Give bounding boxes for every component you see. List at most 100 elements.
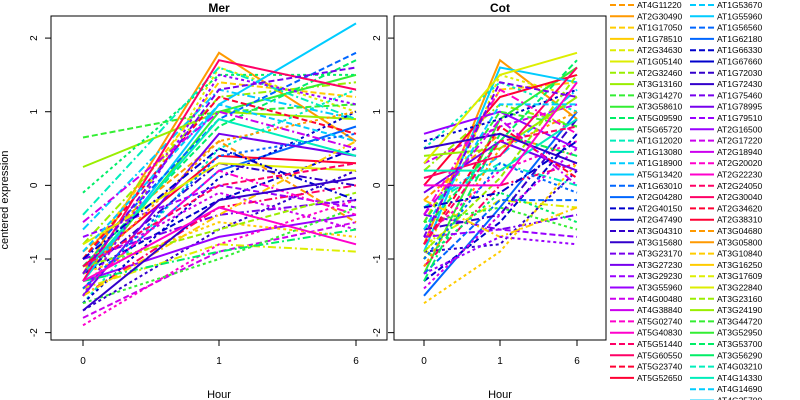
legend-label: AT1G67660 (717, 57, 762, 67)
series-line (82, 110, 357, 304)
y-tick-label: 1 (372, 109, 383, 115)
series-line (82, 162, 357, 268)
series-line (82, 66, 357, 297)
plot-frame (50, 15, 388, 341)
series-line (424, 118, 578, 172)
panel-cot: Cot -2 -1 0 1 2 0 1 6 Hour (372, 1, 607, 400)
series-line (423, 111, 578, 297)
x-tick-label: 6 (353, 356, 359, 367)
series-line (82, 66, 357, 216)
legend-label: AT2G17220 (717, 136, 762, 146)
series-line (423, 140, 578, 209)
legend-label: AT3G29230 (637, 271, 682, 281)
legend-label: AT1G13080 (637, 147, 682, 157)
legend-label: AT3G16250 (717, 260, 762, 270)
legend-label: AT2G30040 (717, 192, 762, 202)
x-tick-label: 1 (497, 356, 503, 367)
series-line (423, 74, 578, 253)
legend-label: AT5G65720 (637, 124, 682, 134)
series-line (82, 177, 357, 312)
legend-label: AT1G72430 (717, 79, 762, 89)
legend-label: AT5G40830 (637, 328, 682, 338)
legend-label: AT2G20020 (717, 158, 762, 168)
series-line (82, 132, 357, 297)
legend-label: AT3G14270 (637, 90, 682, 100)
legend-label: AT1G17050 (637, 23, 682, 33)
legend-label: AT2G47490 (637, 215, 682, 225)
legend-label: AT3G27230 (637, 260, 682, 270)
legend-label: AT2G38310 (717, 215, 762, 225)
legend-label: AT4G14690 (717, 384, 762, 394)
legend-label: AT3G56290 (717, 350, 762, 360)
legend-label: AT5G60550 (637, 350, 682, 360)
series-line (423, 59, 578, 231)
series-line (82, 169, 357, 290)
legend-label: AT3G58610 (637, 102, 682, 112)
series-line (82, 140, 357, 297)
legend-label: AT3G23170 (637, 249, 682, 259)
legend-label: AT4G38840 (637, 305, 682, 315)
series-line (82, 59, 357, 282)
series-line (423, 88, 578, 216)
series-line (423, 81, 578, 223)
legend-label: AT2G04280 (637, 192, 682, 202)
series-line (82, 147, 357, 260)
legend-label: AT2G16500 (717, 124, 762, 134)
legend-label: AT3G04680 (717, 226, 762, 236)
panel-mer: Mer -2 -1 0 1 2 0 1 6 Hour (29, 1, 388, 400)
y-tick-label: -2 (372, 328, 383, 337)
x-tick-label: 0 (80, 356, 86, 367)
legend-label: AT5G09590 (637, 113, 682, 123)
legend-label: AT4G00480 (637, 294, 682, 304)
panel-title-mer: Mer (208, 1, 230, 15)
x-axis-title-cot: Hour (488, 389, 512, 400)
x-tick-label: 0 (421, 356, 427, 367)
legend-label: AT2G24050 (717, 181, 762, 191)
legend-label: AT3G52950 (717, 328, 762, 338)
series-line (423, 228, 578, 238)
legend-label: AT5G51440 (637, 339, 682, 349)
series-line (82, 154, 357, 268)
y-tick-label: 0 (372, 182, 383, 188)
y-tick-label: 1 (29, 109, 40, 115)
series-line (423, 125, 578, 245)
legend-label: AT3G17609 (717, 271, 762, 281)
legend-label: AT2G32460 (637, 68, 682, 78)
legend-label: AT1G75460 (717, 90, 762, 100)
y-tick-label: -1 (29, 254, 40, 263)
series-line (423, 162, 578, 268)
legend-label: AT4G14330 (717, 373, 762, 383)
series-line (423, 206, 578, 231)
series-line (423, 162, 578, 260)
series-line (82, 103, 357, 139)
series-line (82, 162, 357, 246)
y-tick-label: -1 (372, 254, 383, 263)
legend-label: AT1G78995 (717, 102, 762, 112)
series-line (423, 51, 578, 164)
legend-label: AT5G23740 (637, 362, 682, 372)
legend-label: AT2G18940 (717, 147, 762, 157)
legend-label: AT5G52650 (637, 373, 682, 383)
series-line (82, 88, 357, 304)
series-line (82, 103, 357, 253)
legend-label: AT2G34620 (717, 203, 762, 213)
legend-label: AT3G23160 (717, 294, 762, 304)
legend-label: AT2G34630 (637, 45, 682, 55)
legend-label: AT3G15680 (637, 237, 682, 247)
legend-label: AT1G79510 (717, 113, 762, 123)
series-line (423, 103, 577, 231)
legend-label: AT3G24190 (717, 305, 762, 315)
series-line (82, 132, 357, 290)
series-line (423, 235, 578, 275)
legend-label: AT1G05140 (637, 57, 682, 67)
series-line (423, 162, 578, 305)
series-line (423, 66, 578, 252)
legend-label: AT1G66330 (717, 45, 762, 55)
series-line (423, 133, 578, 282)
legend-label: AT3G44720 (717, 316, 762, 326)
legend-label: AT4G11220 (637, 0, 682, 10)
series-line (82, 228, 357, 283)
series-line (82, 162, 357, 275)
series-line (423, 73, 578, 187)
legend-label: AT3G55960 (637, 283, 682, 293)
